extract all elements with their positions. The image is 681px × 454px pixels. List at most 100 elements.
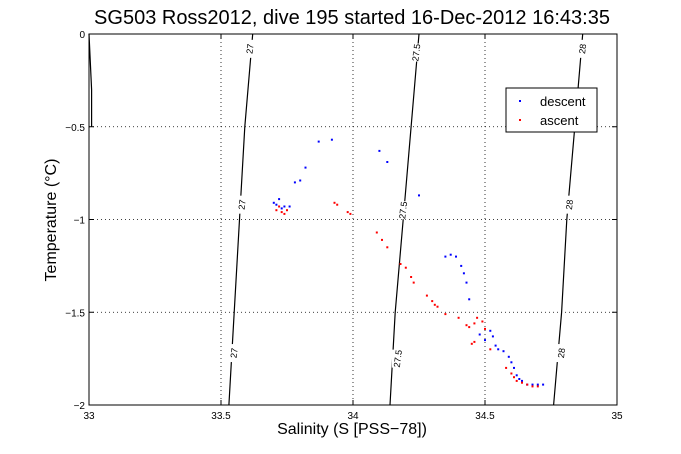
data-point-descent (378, 149, 381, 152)
data-point-ascent (399, 263, 402, 265)
data-point-ascent (505, 366, 508, 369)
contour-label: 27.5 (397, 201, 409, 220)
contour-label: 27.5 (392, 349, 404, 368)
x-tick-label: 34 (347, 411, 359, 422)
data-point-descent (484, 339, 486, 342)
contour-label-gap (397, 201, 410, 220)
legend-label-descent: descent (540, 94, 586, 109)
data-point-descent (491, 335, 494, 338)
data-point-descent (510, 361, 513, 364)
contour-label-gap (391, 349, 404, 368)
data-point-descent (280, 207, 283, 210)
y-tick-label: −1 (74, 216, 86, 227)
data-point-ascent (333, 201, 336, 204)
contour-label-gap (576, 39, 589, 58)
data-point-ascent (336, 203, 339, 206)
contour-label: 28 (564, 199, 575, 210)
data-point-descent (465, 281, 468, 284)
data-point-ascent (278, 205, 281, 208)
data-point-ascent (433, 303, 436, 306)
contour-label-gap (228, 344, 241, 363)
axis-ticks: 33 33.5 34 34.5 35 0 −0.5 −1 −1.5 −2 (65, 30, 623, 422)
data-point-descent (299, 179, 302, 182)
x-tick-label: 35 (611, 411, 623, 422)
legend-label-ascent: ascent (540, 113, 579, 128)
legend-marker-ascent (519, 119, 521, 121)
y-axis-title: Temperature (°C) (43, 159, 60, 282)
data-point-descent (462, 272, 465, 275)
data-point-ascent (510, 372, 513, 375)
data-point-descent (449, 253, 452, 256)
data-point-descent (272, 201, 275, 204)
data-point-ascent (286, 209, 288, 212)
data-point-descent (386, 161, 389, 163)
legend-box (505, 87, 598, 133)
contour-label: 28 (577, 43, 588, 54)
data-point-descent (275, 203, 278, 206)
contour-label-gap (563, 195, 576, 214)
data-point-ascent (521, 381, 523, 384)
data-point-ascent (470, 342, 473, 345)
data-point-ascent (489, 348, 492, 351)
data-point-descent (468, 298, 471, 301)
data-point-ascent (526, 383, 529, 386)
data-point-ascent (375, 231, 378, 234)
data-point-ascent (465, 324, 468, 327)
data-point-ascent (473, 340, 476, 343)
data-point-ascent (515, 379, 518, 382)
data-point-ascent (513, 376, 515, 379)
data-point-ascent (476, 316, 479, 319)
data-point-descent (288, 205, 291, 208)
data-point-ascent (484, 327, 486, 330)
data-point-ascent (410, 276, 413, 278)
legend: descent ascent (505, 87, 598, 133)
data-point-ascent (283, 212, 286, 215)
contour-label-gap (236, 195, 249, 214)
contour-label-gap (410, 43, 423, 62)
data-point-ascent (431, 300, 434, 303)
data-point-descent (330, 138, 333, 141)
contour-label: 27 (244, 43, 255, 54)
x-tick-label: 34.5 (475, 411, 495, 422)
data-point-descent (304, 166, 307, 169)
contour-label: 27 (237, 199, 248, 210)
data-point-descent (502, 350, 505, 353)
contour-label: 27.5 (410, 43, 422, 62)
data-point-ascent (349, 212, 352, 215)
x-tick-label: 33 (83, 411, 95, 422)
data-point-ascent (404, 266, 407, 269)
contour-label-gap (244, 39, 257, 58)
data-point-ascent (346, 211, 349, 214)
contour-line-27.5 (389, 33, 420, 406)
contour-line-27 (88, 33, 93, 127)
data-point-ascent (481, 320, 484, 323)
contour-label-gap (555, 344, 568, 363)
data-point-descent (542, 383, 545, 386)
data-point-descent (293, 181, 296, 184)
data-point-ascent (381, 238, 383, 241)
data-point-descent (455, 255, 457, 258)
density-contours: 27 27 27 27.5 27.5 27.5 28 28 28 (88, 33, 589, 406)
y-tick-label: −2 (74, 401, 86, 412)
data-series (272, 138, 545, 388)
data-point-ascent (457, 316, 460, 319)
data-point-descent (283, 205, 286, 208)
y-tick-label: 0 (79, 30, 85, 41)
data-point-descent (278, 198, 281, 201)
data-point-ascent (473, 322, 476, 325)
data-point-descent (317, 140, 320, 143)
data-point-ascent (425, 294, 428, 297)
chart-title: SG503 Ross2012, dive 195 started 16-Dec-… (94, 7, 610, 29)
contour-line-27 (228, 33, 254, 406)
data-point-descent (536, 383, 539, 386)
data-point-ascent (412, 281, 415, 284)
contour-label: 28 (556, 347, 567, 358)
data-point-descent (489, 329, 492, 332)
data-point-ascent (386, 246, 389, 249)
data-point-ascent (444, 313, 447, 316)
x-axis-title: Salinity (S [PSS−78]) (277, 421, 427, 438)
data-point-ascent (536, 385, 539, 388)
data-point-descent (518, 378, 521, 380)
